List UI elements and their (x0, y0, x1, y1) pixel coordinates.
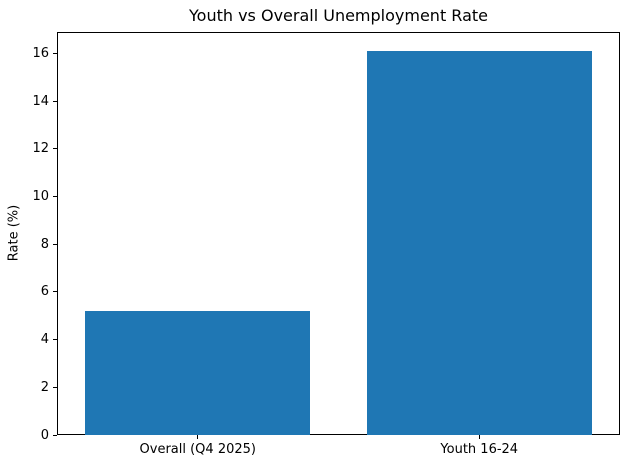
y-tick-mark (53, 291, 57, 293)
y-tick-mark (53, 196, 57, 198)
y-tick-label: 10 (32, 189, 49, 205)
bar-youth (366, 51, 592, 435)
y-tick-mark (53, 100, 57, 102)
x-tick-mark (478, 435, 480, 439)
x-tick-label: Youth 16-24 (440, 442, 519, 457)
bar-overall (85, 311, 311, 435)
y-tick-mark (53, 243, 57, 245)
y-tick-label: 2 (40, 379, 49, 395)
y-tick-mark (53, 53, 57, 55)
chart-title: Youth vs Overall Unemployment Rate (189, 6, 488, 25)
y-tick-label: 6 (40, 284, 49, 300)
y-tick-mark (53, 386, 57, 388)
y-tick-label: 8 (40, 236, 49, 252)
y-tick-label: 16 (32, 46, 49, 62)
x-tick-label: Overall (Q4 2025) (139, 442, 256, 457)
y-tick-mark (53, 339, 57, 341)
y-tick-mark (53, 434, 57, 436)
y-tick-label: 14 (32, 93, 49, 109)
y-tick-label: 0 (40, 427, 49, 443)
y-tick-label: 12 (32, 141, 49, 157)
y-tick-label: 4 (40, 332, 49, 348)
x-tick-mark (197, 435, 199, 439)
y-axis-label: Rate (%) (6, 204, 22, 262)
y-tick-mark (53, 148, 57, 150)
